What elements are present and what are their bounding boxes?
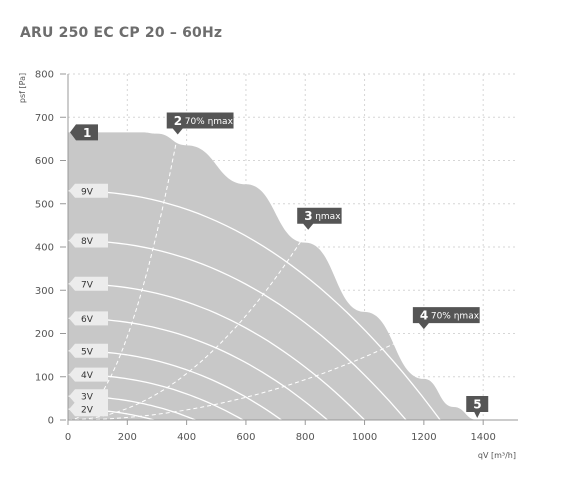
y-tick-label: 800 xyxy=(35,70,54,81)
voltage-label-3v: 3V xyxy=(69,389,108,404)
marker-5: 5 xyxy=(466,396,489,418)
marker-bg xyxy=(412,307,480,330)
voltage-label-text: 5V xyxy=(81,347,94,357)
voltage-label-text: 3V xyxy=(81,393,94,403)
y-tick-label: 100 xyxy=(35,372,54,383)
y-tick-label: 0 xyxy=(48,416,54,427)
voltage-label-8v: 8V xyxy=(69,233,108,248)
system-line-1 xyxy=(67,134,179,421)
voltage-label-bg xyxy=(69,311,108,326)
system-line-2 xyxy=(67,229,309,421)
y-tick-label: 200 xyxy=(35,329,54,340)
x-tick-label: 600 xyxy=(236,432,255,443)
marker-4: 4 70% ηmax xyxy=(412,307,480,330)
y-tick-label: 700 xyxy=(35,113,54,124)
x-axis-label: qV [m³/h] xyxy=(478,451,516,460)
voltage-label-bg xyxy=(69,343,108,358)
y-tick-label: 400 xyxy=(35,243,54,254)
y-axis-label: psf [Pa] xyxy=(18,73,27,103)
voltage-label-bg xyxy=(69,402,108,417)
voltage-label-bg xyxy=(69,233,108,248)
marker-number: 2 xyxy=(174,114,182,128)
voltage-label-text: 9V xyxy=(81,187,94,197)
voltage-label-7v: 7V xyxy=(69,276,108,291)
marker-number: 3 xyxy=(304,209,312,223)
x-tick-label: 400 xyxy=(177,432,196,443)
x-tick-label: 1200 xyxy=(411,432,436,443)
voltage-label-6v: 6V xyxy=(69,311,108,326)
voltage-label-4v: 4V xyxy=(69,367,108,382)
x-tick-label: 1000 xyxy=(352,432,377,443)
voltage-label-text: 8V xyxy=(81,237,94,247)
voltage-label-9v: 9V xyxy=(69,183,108,198)
marker-text: ηmax xyxy=(315,212,341,222)
marker-bg xyxy=(70,124,98,141)
marker-text: 70% ηmax xyxy=(431,312,480,322)
x-tick-label: 0 xyxy=(65,432,71,443)
voltage-curve-9v xyxy=(68,190,441,421)
marker-number: 1 xyxy=(83,126,91,140)
voltage-label-text: 7V xyxy=(81,280,94,290)
marker-2: 2 70% ηmax xyxy=(166,112,234,135)
y-tick-label: 500 xyxy=(35,199,54,210)
marker-3: 3 ηmax xyxy=(297,207,342,230)
x-tick-label: 200 xyxy=(118,432,137,443)
marker-text: 70% ηmax xyxy=(185,117,234,127)
x-tick-label: 1400 xyxy=(470,432,495,443)
voltage-label-2v: 2V xyxy=(69,402,108,417)
operating-envelope xyxy=(68,132,478,420)
voltage-curve-8v xyxy=(67,239,407,421)
voltage-label-text: 4V xyxy=(81,371,94,381)
voltage-label-5v: 5V xyxy=(69,343,108,358)
x-tick-label: 800 xyxy=(296,432,315,443)
marker-number: 5 xyxy=(473,398,481,412)
y-tick-label: 300 xyxy=(35,286,54,297)
voltage-label-bg xyxy=(69,276,108,291)
voltage-label-bg xyxy=(69,183,108,198)
voltage-label-text: 6V xyxy=(81,315,94,325)
system-line-3 xyxy=(67,328,425,421)
y-tick-label: 600 xyxy=(35,156,54,167)
marker-bg xyxy=(297,207,342,230)
marker-number: 4 xyxy=(420,309,428,323)
marker-bg xyxy=(166,112,234,135)
voltage-label-bg xyxy=(69,367,108,382)
chart-title: ARU 250 EC CP 20 – 60Hz xyxy=(20,25,223,41)
marker-1: 1 xyxy=(70,124,98,141)
marker-bg xyxy=(466,396,489,418)
voltage-label-bg xyxy=(69,389,108,404)
voltage-label-text: 2V xyxy=(81,406,94,416)
voltage-curve-7v xyxy=(68,283,366,421)
